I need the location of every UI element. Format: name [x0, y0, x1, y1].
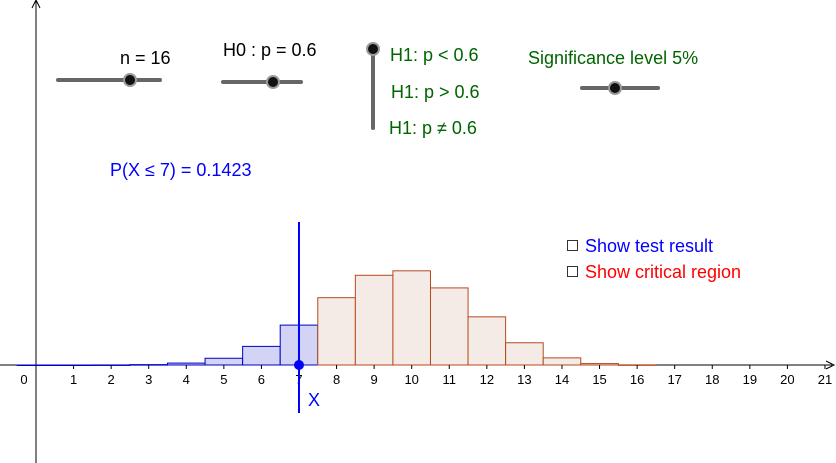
bar-x-12: [467, 316, 507, 366]
tick-label-16: 16: [630, 372, 644, 387]
bar-x-6: [242, 345, 281, 366]
h0-slider-knob[interactable]: [266, 75, 280, 89]
n-label: n = 16: [120, 48, 171, 68]
bar-x-13: [505, 342, 544, 366]
tick-label-20: 20: [780, 372, 794, 387]
probability-text: P(X ≤ 7) = 0.1423: [110, 160, 252, 180]
tick-label-4: 4: [183, 372, 190, 387]
show-critical-region-label[interactable]: Show critical region: [585, 262, 742, 282]
tick-label-1: 1: [70, 372, 77, 387]
h1-slider-knob[interactable]: [366, 42, 380, 56]
tick-label-18: 18: [705, 372, 719, 387]
show-critical-region-checkbox[interactable]: Show critical region: [567, 262, 767, 284]
marker-point[interactable]: [293, 360, 304, 370]
probability-bars: [16, 270, 657, 366]
bar-x-11: [429, 287, 469, 366]
bar-x-9: [354, 274, 394, 366]
tick-label-14: 14: [555, 372, 569, 387]
tick-label-19: 19: [743, 372, 757, 387]
tick-label-13: 13: [517, 372, 531, 387]
bar-x-10: [392, 270, 431, 366]
h1-option-not-equal[interactable]: H1: p ≠ 0.6: [389, 118, 477, 138]
checkbox-box[interactable]: [567, 240, 578, 251]
tick-label-8: 8: [333, 372, 340, 387]
bar-x-4: [166, 362, 206, 366]
h1-slider-track[interactable]: [371, 48, 375, 130]
n-slider-knob[interactable]: [123, 73, 137, 87]
checkbox-box[interactable]: [567, 266, 578, 277]
tick-label-5: 5: [220, 372, 227, 387]
tick-label-10: 10: [404, 372, 418, 387]
bar-x-14: [542, 357, 582, 366]
tick-label-12: 12: [480, 372, 494, 387]
significance-label: Significance level 5%: [528, 48, 699, 68]
n-slider-track[interactable]: [56, 78, 162, 82]
tick-label-0: 0: [20, 372, 27, 387]
bar-x-5: [204, 357, 244, 366]
h0-label: H0 : p = 0.6: [223, 40, 317, 60]
marker-label: X: [308, 390, 320, 410]
x-marker[interactable]: X: [293, 222, 320, 413]
significance-slider-knob[interactable]: [608, 81, 622, 95]
show-test-result-checkbox[interactable]: Show test result: [567, 236, 737, 258]
tick-label-2: 2: [108, 372, 115, 387]
tick-label-3: 3: [145, 372, 152, 387]
tick-label-9: 9: [371, 372, 378, 387]
show-test-result-label[interactable]: Show test result: [585, 236, 714, 256]
tick-label-15: 15: [592, 372, 606, 387]
tick-label-21: 21: [818, 372, 832, 387]
h1-option-greater[interactable]: H1: p > 0.6: [391, 82, 480, 102]
bar-x-15: [580, 363, 619, 366]
tick-label-17: 17: [667, 372, 681, 387]
y-axis-arrow-icon: [31, 0, 41, 9]
x-axis-arrow-icon: [825, 360, 836, 370]
h1-option-less[interactable]: H1: p < 0.6: [390, 45, 479, 65]
tick-label-11: 11: [443, 372, 457, 387]
tick-label-6: 6: [258, 372, 265, 387]
bar-x-8: [317, 297, 356, 366]
x-axis-ticks: 0123456789101112131415161718192021: [20, 365, 832, 387]
bar-x-0: [16, 364, 56, 366]
h0-slider-track[interactable]: [221, 80, 303, 84]
